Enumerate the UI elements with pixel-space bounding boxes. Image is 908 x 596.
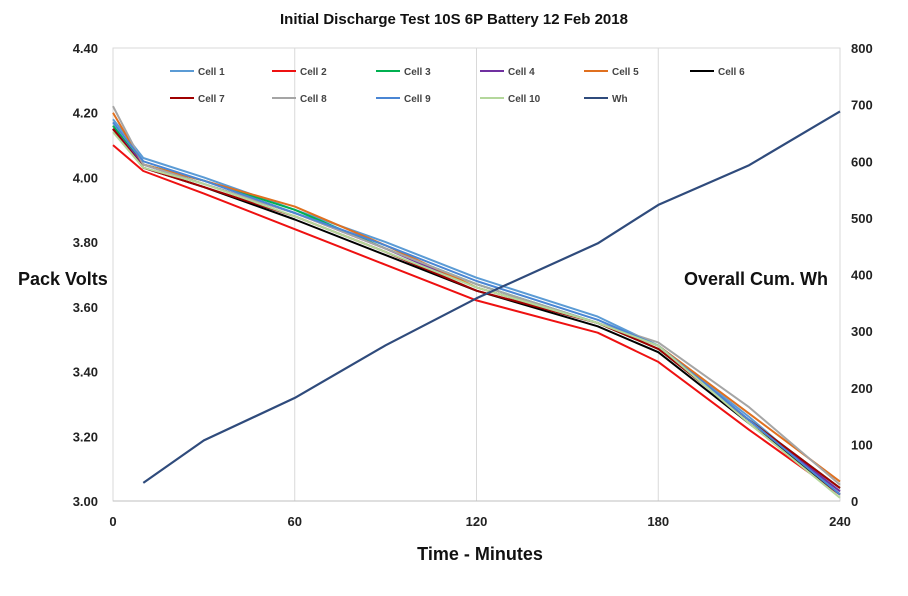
series-line-cell-9 [112, 121, 841, 496]
y2-axis-title: Overall Cum. Wh [684, 269, 828, 289]
legend-label-cell-3: Cell 3 [404, 67, 431, 78]
axes-layer: 0 60 120 180 240 3.00 3.20 3.40 3.60 3.80 4.00 4.20… [73, 41, 873, 529]
y-tick-label: 3.60 [73, 300, 98, 315]
y2-tick-label: 700 [851, 98, 873, 113]
x-tick-label: 180 [647, 514, 669, 529]
y2-tick-label: 500 [851, 211, 873, 226]
y-tick-label: 4.00 [73, 170, 98, 185]
legend-label-wh: Wh [612, 94, 628, 105]
y-axis-title: Pack Volts [18, 269, 108, 289]
y-tick-label: 3.40 [73, 365, 98, 380]
x-tick-label: 120 [466, 514, 488, 529]
legend-label-cell-7: Cell 7 [198, 94, 225, 105]
y2-tick-label: 100 [851, 437, 873, 452]
series-layer [112, 105, 841, 499]
y-tick-label: 4.20 [73, 106, 98, 121]
legend-label-cell-6: Cell 6 [718, 67, 745, 78]
legend-label-cell-5: Cell 5 [612, 67, 639, 78]
series-line-cell-1 [112, 118, 841, 496]
legend: Cell 1 Cell 2 Cell 3 Cell 4 Cell 5 Cell 6 Cell… [170, 67, 745, 105]
y2-tick-label: 0 [851, 494, 858, 509]
y2-tick-label: 300 [851, 324, 873, 339]
y-tick-label: 3.00 [73, 494, 98, 509]
series-line-cell-10 [112, 131, 841, 499]
series-line-cell-2 [112, 144, 841, 496]
legend-label-cell-1: Cell 1 [198, 67, 225, 78]
legend-label-cell-9: Cell 9 [404, 94, 431, 105]
y2-tick-label: 200 [851, 381, 873, 396]
y-tick-label: 3.20 [73, 429, 98, 444]
legend-label-cell-2: Cell 2 [300, 67, 327, 78]
y2-tick-label: 400 [851, 268, 873, 283]
series-line-cell-8 [112, 105, 841, 486]
x-tick-label: 0 [109, 514, 116, 529]
legend-label-cell-10: Cell 10 [508, 94, 541, 105]
chart-title: Initial Discharge Test 10S 6P Battery 12… [280, 11, 628, 28]
y2-tick-label: 600 [851, 154, 873, 169]
series-line-wh [142, 110, 841, 484]
x-tick-label: 60 [288, 514, 302, 529]
y-tick-label: 3.80 [73, 235, 98, 250]
x-axis-title: Time - Minutes [417, 544, 543, 564]
legend-label-cell-4: Cell 4 [508, 67, 535, 78]
legend-label-cell-8: Cell 8 [300, 94, 327, 105]
y2-tick-label: 800 [851, 41, 873, 56]
x-tick-label: 240 [829, 514, 851, 529]
y-tick-label: 4.40 [73, 41, 98, 56]
